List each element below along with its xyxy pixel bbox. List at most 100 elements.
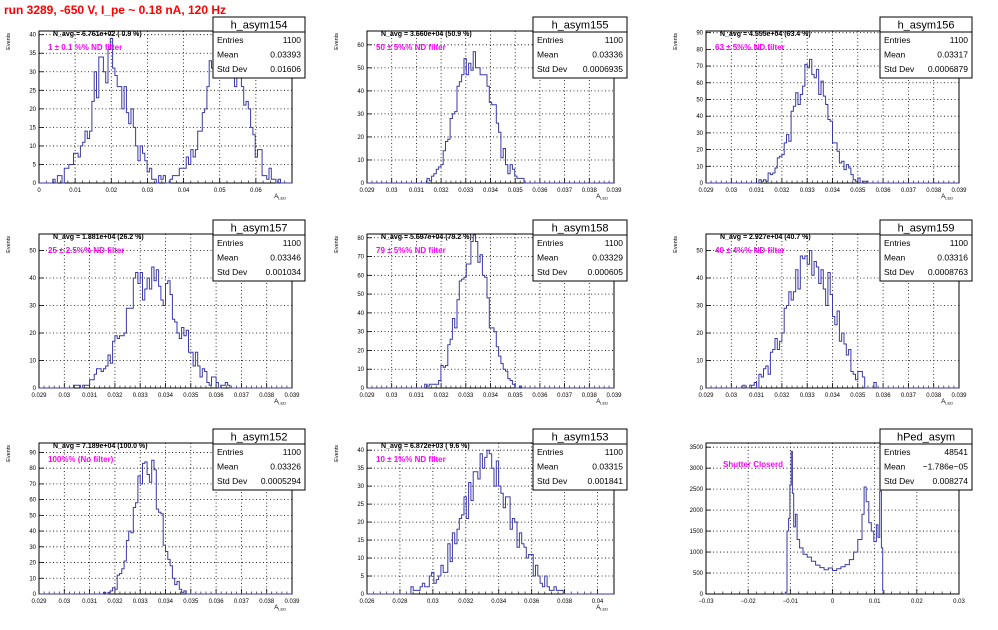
y-tick-label: 80: [696, 47, 703, 53]
y-tick-label: 30: [696, 304, 703, 310]
y-tick-label: 50: [357, 292, 364, 298]
stats-value: 1100: [283, 35, 302, 45]
x-tick-label: 0.038: [557, 599, 573, 605]
y-tick-label: 1500: [690, 529, 704, 535]
x-tick-label: 0.04: [178, 188, 190, 194]
x-tick-label: 0.038: [926, 393, 942, 399]
x-tick-label: 0.032: [774, 393, 790, 399]
y-tick-label: 5: [361, 574, 365, 580]
filter-label: 63 ± 5%% ND filter: [715, 43, 785, 52]
x-tick-label: 0.033: [800, 393, 816, 399]
filter-label: Shutter Closerd: [723, 460, 783, 469]
y-tick-label: 20: [696, 148, 703, 154]
y-tick-label: 50: [696, 249, 703, 255]
stats-title: hPed_asym: [897, 432, 955, 444]
y-tick-label: 20: [357, 348, 364, 354]
x-tick-label: 0.038: [259, 599, 275, 605]
x-tick-label: 0.034: [483, 188, 499, 194]
x-tick-label: 0.035: [508, 393, 524, 399]
y-tick-label: 70: [29, 482, 36, 488]
y-axis-title: Events: [673, 236, 679, 253]
stats-value: 0.0006935: [583, 64, 623, 74]
x-tick-label: 0.037: [234, 599, 250, 605]
x-tick-label: 0.06: [250, 188, 262, 194]
stats-label: Mean: [217, 253, 239, 263]
stats-title: h_asym156: [898, 20, 955, 32]
y-axis-title: Events: [334, 236, 340, 253]
x-tick-label: 0.036: [209, 599, 225, 605]
x-tick-label: 0.032: [434, 393, 450, 399]
x-tick-label: 0.034: [825, 393, 841, 399]
navg-label: N_avg = 7.189e+04 (100.0 %): [53, 443, 148, 450]
y-axis-title: Events: [673, 33, 679, 50]
y-tick-label: 15: [357, 538, 364, 544]
x-tick-label: 0.036: [876, 393, 892, 399]
x-tick-label: 0.039: [606, 393, 622, 399]
y-tick-label: 2500: [690, 487, 704, 493]
x-tick-label: 0.03: [142, 188, 154, 194]
stats-value: 0.01606: [270, 64, 301, 74]
x-tick-label: 0.037: [557, 393, 573, 399]
stats-value: −1.786e−05: [923, 462, 969, 472]
x-tick-label: 0.033: [800, 188, 816, 194]
stats-value: 0.03329: [592, 253, 623, 263]
x-tick-label: 0.036: [524, 599, 540, 605]
x-axis-title: ALED: [596, 194, 608, 201]
stats-value: 0.03315: [592, 462, 623, 472]
y-axis-title: Events: [6, 33, 12, 50]
y-tick-label: 20: [357, 135, 364, 141]
y-tick-label: 70: [696, 64, 703, 70]
stats-label: Entries: [537, 238, 563, 248]
filter-label: 10 ± 1%% ND filter: [376, 455, 446, 464]
x-tick-label: 0.034: [158, 599, 174, 605]
x-tick-label: 0.03: [386, 188, 398, 194]
stats-label: Std Dev: [537, 476, 568, 486]
x-tick-label: 0.029: [359, 393, 375, 399]
y-tick-label: 15: [29, 125, 36, 131]
y-tick-label: 40: [357, 448, 364, 454]
run-title: run 3289, -650 V, I_pe ~ 0.18 nA, 120 Hz: [4, 3, 226, 17]
navg-label: N_avg = 4.555e+04 (63.4 %): [720, 31, 811, 38]
x-tick-label: 0.034: [825, 188, 841, 194]
x-tick-label: 0.029: [698, 393, 714, 399]
x-tick-label: 0.035: [508, 188, 524, 194]
panel-h_asym152: 0.029 0.03 0.031 0.032 0.033 0.034 0.035 0.036 0…: [6, 429, 305, 612]
panel-h_asym159: 0.029 0.03 0.031 0.032 0.033 0.034 0.035 0.036 0…: [673, 220, 972, 406]
y-tick-label: 25: [357, 502, 364, 508]
x-tick-label: 0.039: [284, 599, 300, 605]
x-tick-label: 0.038: [259, 393, 275, 399]
stats-label: Std Dev: [217, 267, 248, 277]
y-tick-label: 0: [361, 592, 365, 598]
y-tick-label: 60: [696, 81, 703, 87]
stats-label: Std Dev: [884, 64, 915, 74]
stats-title: h_asym158: [552, 223, 609, 235]
y-tick-label: 60: [357, 43, 364, 49]
filter-label: 25 ± 2.5%% ND filter: [48, 246, 124, 255]
y-tick-label: 40: [357, 311, 364, 317]
x-tick-label: 0.029: [698, 188, 714, 194]
y-tick-label: 30: [29, 304, 36, 310]
stats-label: Entries: [217, 35, 243, 45]
x-tick-label: 0.037: [234, 393, 250, 399]
x-tick-label: 0.035: [183, 599, 199, 605]
y-tick-label: 5: [33, 162, 37, 168]
x-tick-label: 0.031: [749, 188, 765, 194]
x-axis-title: ALED: [274, 399, 286, 406]
x-tick-label: 0.032: [107, 599, 123, 605]
x-tick-label: 0.037: [901, 188, 917, 194]
y-tick-label: 10: [357, 367, 364, 373]
stats-label: Entries: [884, 35, 910, 45]
y-tick-label: 20: [696, 331, 703, 337]
y-tick-label: 0: [33, 592, 37, 598]
x-axis-title: ALED: [941, 399, 953, 406]
y-tick-label: 50: [29, 249, 36, 255]
x-tick-label: 0.032: [107, 393, 123, 399]
stats-label: Mean: [884, 462, 906, 472]
y-tick-label: 3000: [690, 466, 704, 472]
y-tick-label: 0: [700, 386, 704, 392]
stats-value: 0.000605: [588, 267, 624, 277]
stats-value: 0.001034: [266, 267, 302, 277]
y-tick-label: 20: [357, 520, 364, 526]
x-tick-label: 0.034: [483, 393, 499, 399]
